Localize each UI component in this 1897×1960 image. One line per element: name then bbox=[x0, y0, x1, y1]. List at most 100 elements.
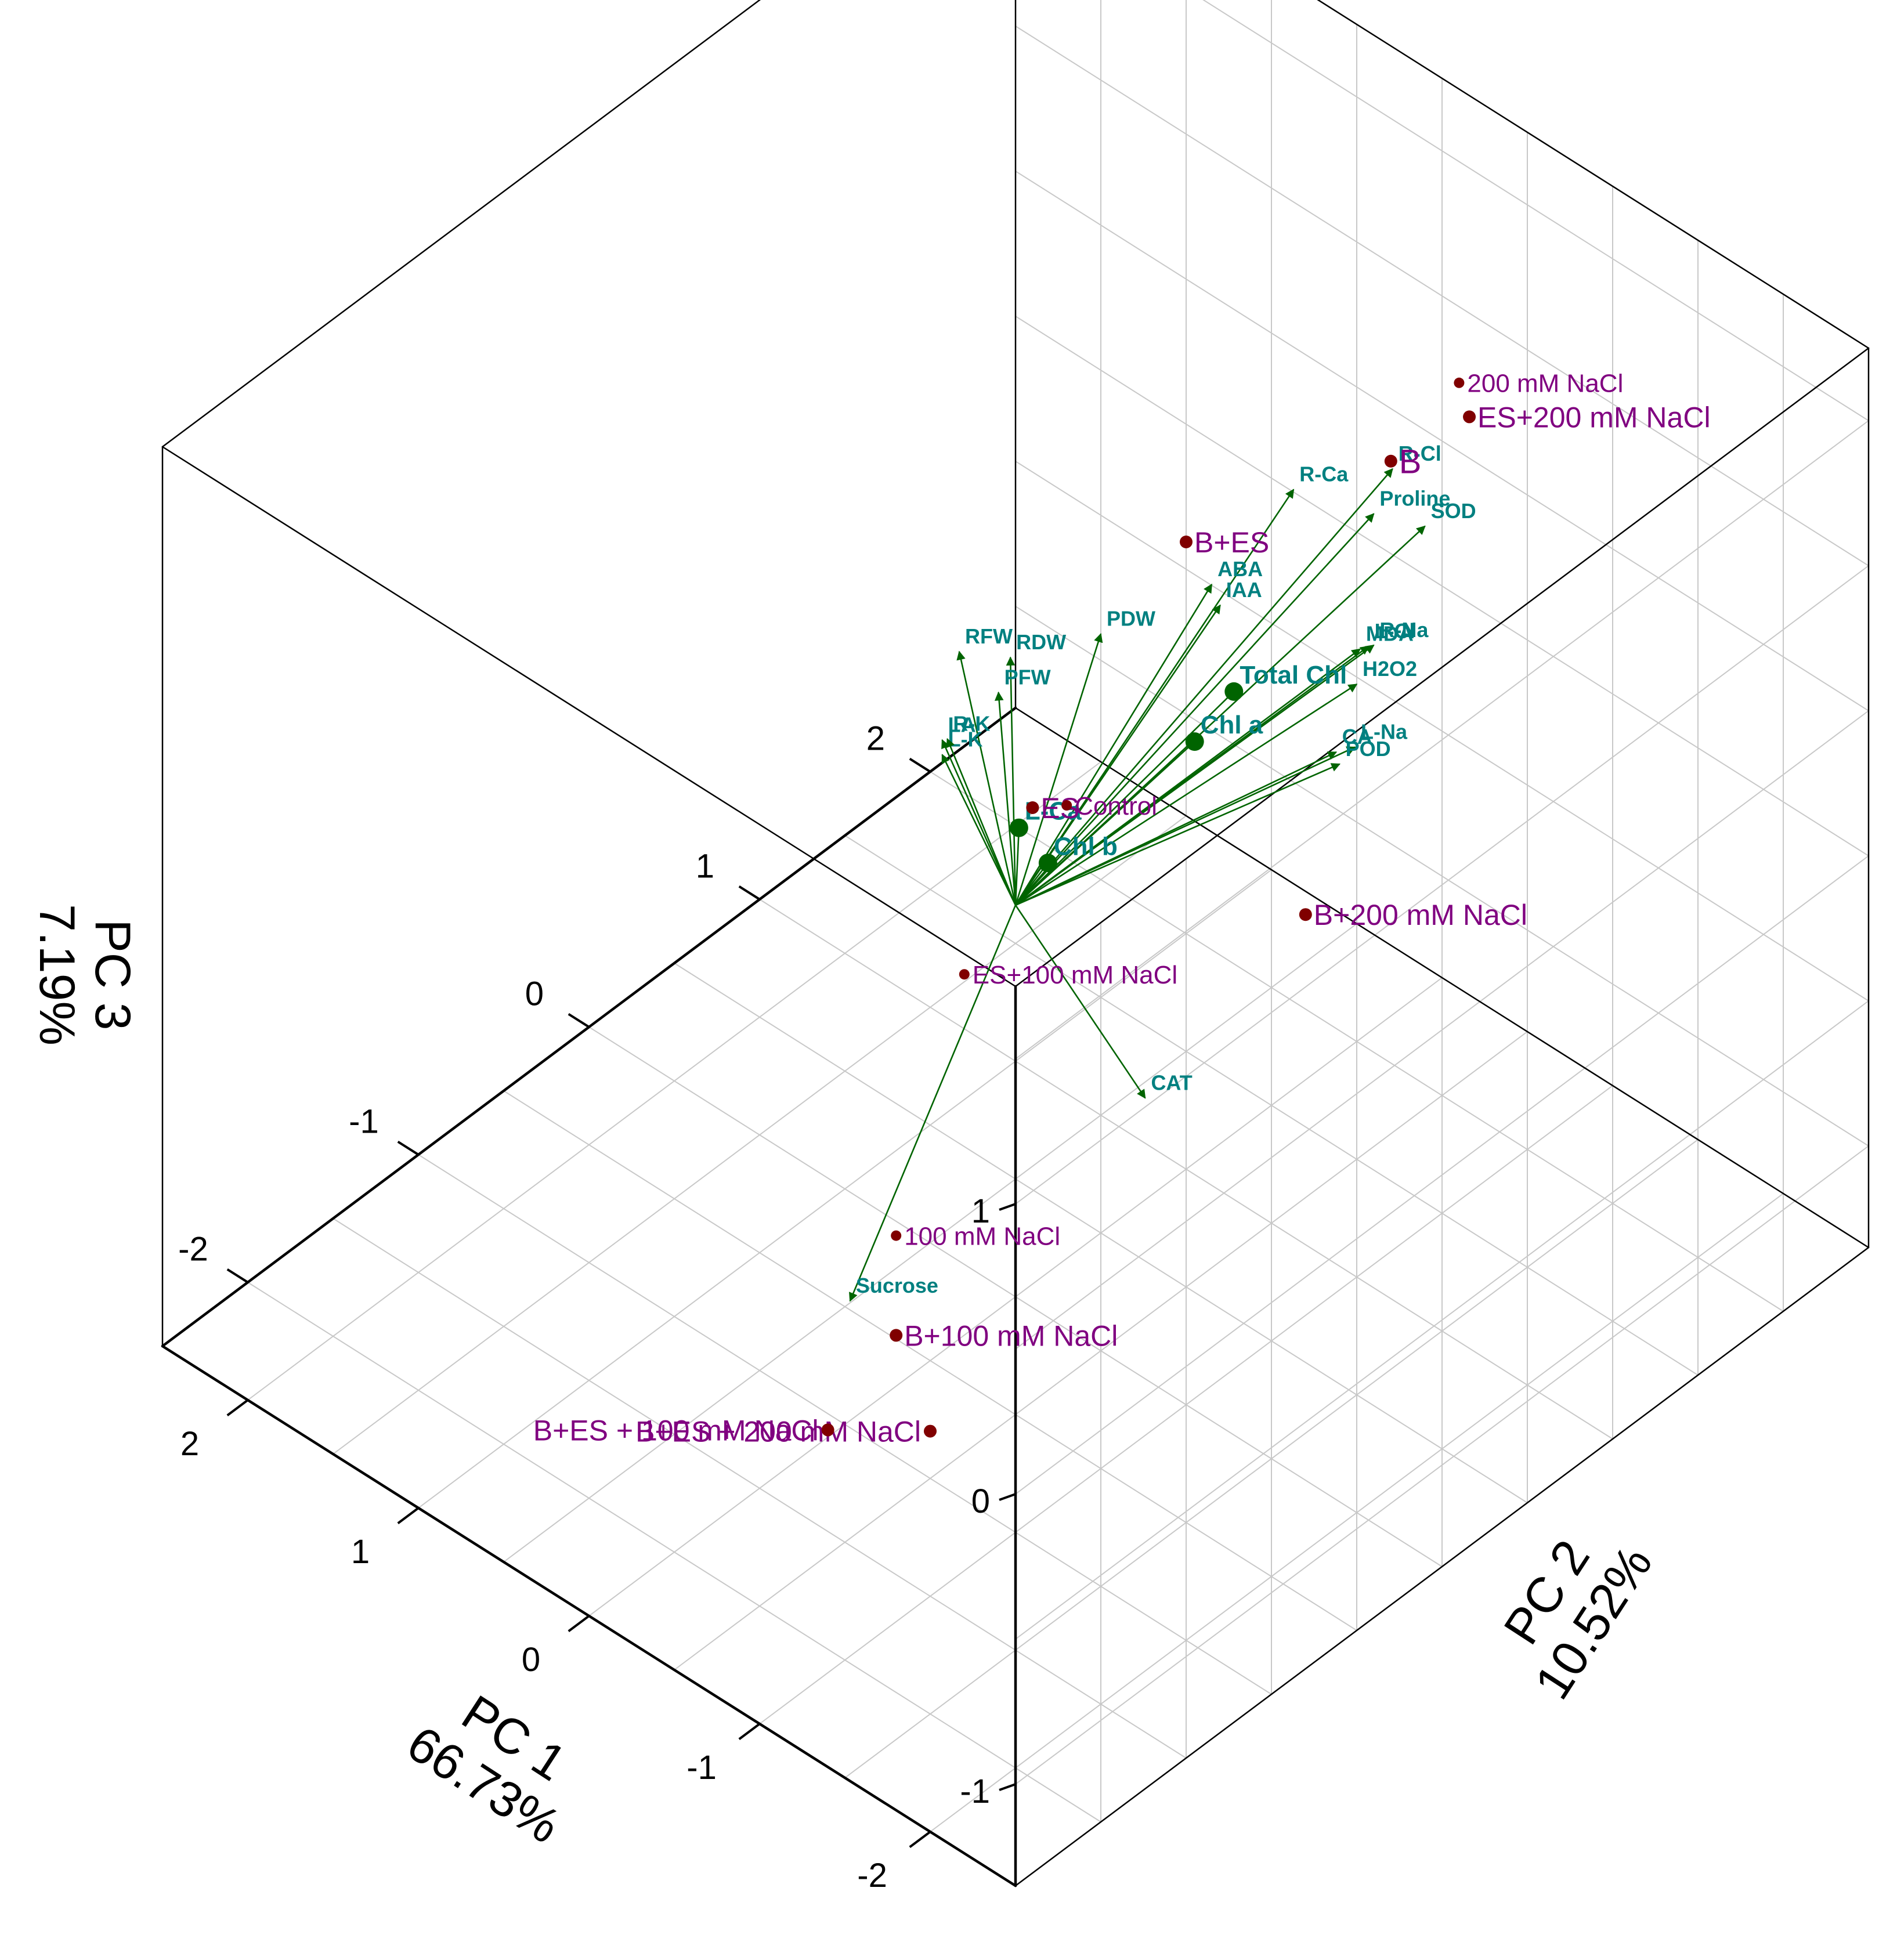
loading-vector bbox=[1014, 489, 1295, 906]
score-point bbox=[1026, 801, 1039, 814]
loading-endpoint bbox=[1185, 732, 1204, 751]
score-label: B+ES + 100 mM NaCl bbox=[533, 1414, 819, 1447]
pc1-tick bbox=[738, 1723, 761, 1741]
floor-gridline-pc1 bbox=[503, 923, 1357, 1563]
loading-vector bbox=[956, 650, 1017, 906]
back-wall-gridline-horizontal bbox=[1015, 565, 1869, 1205]
loading-label: CA bbox=[1342, 725, 1372, 748]
pc3-tick-label: 1 bbox=[971, 1192, 990, 1230]
loading-label: LA bbox=[948, 713, 976, 736]
score-label: B+100 mM NaCl bbox=[904, 1319, 1118, 1352]
score-point bbox=[959, 969, 970, 980]
pc3-axis-title: PC 3 7.19% bbox=[29, 904, 140, 1046]
score-point bbox=[1299, 908, 1312, 921]
loading-vector bbox=[1014, 583, 1213, 906]
loading-vector bbox=[994, 691, 1017, 906]
loading-vector bbox=[849, 905, 1017, 1302]
score-point bbox=[890, 1329, 903, 1342]
box-edge bbox=[161, 0, 761, 448]
pc2-axis-title: PC 2 10.52% bbox=[1493, 1531, 1663, 1709]
pc3-tick bbox=[999, 1783, 1016, 1791]
pc1-tick-label: 2 bbox=[180, 1425, 199, 1463]
loading-vector bbox=[1015, 644, 1375, 906]
pc3-tick-label: 0 bbox=[971, 1482, 990, 1520]
score-label: ES+100 mM NaCl bbox=[973, 961, 1177, 989]
floor-gridline-pc2 bbox=[930, 771, 1784, 1312]
pc2-tick-label: -2 bbox=[178, 1230, 208, 1268]
loading-endpoint bbox=[1038, 854, 1057, 873]
pc2-tick bbox=[568, 1012, 590, 1028]
loading-label: H2O2 bbox=[1363, 657, 1417, 681]
score-label: B+200 mM NaCl bbox=[1314, 899, 1527, 931]
score-label: B+ES + 200 mM NaCl bbox=[635, 1416, 921, 1448]
floor-gridline-pc2 bbox=[674, 963, 1528, 1503]
loading-vector bbox=[946, 737, 1017, 906]
loading-label: PFW bbox=[1004, 665, 1051, 689]
pc1-tick-label: 1 bbox=[351, 1533, 370, 1571]
score-point bbox=[1384, 454, 1397, 468]
side-wall-gridline-horizontal bbox=[1015, 26, 1869, 566]
loading-vector bbox=[1015, 741, 1195, 906]
floor-gridline-pc1 bbox=[247, 761, 1101, 1401]
pc2-tick bbox=[909, 757, 931, 773]
loading-label: IAA bbox=[1226, 578, 1262, 602]
loading-vector bbox=[941, 739, 1017, 906]
pc1-tick bbox=[226, 1399, 249, 1417]
back-wall-gridline-horizontal bbox=[1015, 855, 1869, 1495]
loading-label: L-Cl bbox=[1375, 619, 1415, 643]
score-label: 200 mM NaCl bbox=[1467, 370, 1623, 398]
loading-label: CAT bbox=[1151, 1071, 1192, 1094]
pc3-tick bbox=[999, 1203, 1016, 1211]
score-label: ES bbox=[1040, 792, 1079, 824]
floor-gridline-pc1 bbox=[418, 869, 1272, 1509]
score-point bbox=[1454, 377, 1465, 388]
pc2-tick-label: 0 bbox=[525, 975, 544, 1012]
pc2-tick bbox=[226, 1268, 249, 1283]
box-edge bbox=[161, 446, 1017, 988]
score-point bbox=[1061, 800, 1072, 811]
floor-gridline-pc2 bbox=[759, 899, 1613, 1440]
loading-label: POD bbox=[1346, 737, 1391, 761]
floor-gridline-pc1 bbox=[333, 815, 1187, 1455]
back-wall-gridline-horizontal bbox=[1015, 1145, 1869, 1785]
box-edge bbox=[1014, 707, 1870, 1249]
pc2-tick bbox=[397, 1140, 420, 1156]
loading-vector bbox=[941, 754, 1017, 906]
pc1-axis-title: PC 1 66.73% bbox=[398, 1684, 576, 1854]
pc2-tick-label: -1 bbox=[349, 1102, 379, 1140]
loading-vector bbox=[1015, 648, 1361, 906]
box-edge bbox=[1317, 0, 1870, 349]
loading-label: R-Cl bbox=[1399, 442, 1441, 465]
side-wall-gridline-horizontal bbox=[1202, 0, 1869, 421]
loading-label: Chl a bbox=[1201, 711, 1263, 739]
pc1-tick bbox=[568, 1615, 590, 1633]
loading-vector bbox=[1015, 513, 1375, 906]
back-wall-gridline-horizontal bbox=[1015, 710, 1869, 1350]
pc3-tick bbox=[999, 1493, 1016, 1501]
pc3-name: PC 3 bbox=[85, 919, 140, 1030]
score-point bbox=[891, 1230, 902, 1241]
loading-label: ABA bbox=[1217, 557, 1263, 581]
back-wall-gridline-horizontal bbox=[1015, 1000, 1869, 1640]
score-point bbox=[924, 1424, 937, 1438]
score-point bbox=[821, 1423, 834, 1437]
score-point bbox=[1180, 536, 1193, 548]
loading-label: PDW bbox=[1107, 607, 1155, 631]
floor-gridline-pc2 bbox=[844, 835, 1699, 1376]
loading-label: L-Na bbox=[1361, 720, 1408, 744]
back-wall-gridline-horizontal bbox=[1015, 420, 1869, 1059]
loading-label: RFW bbox=[965, 624, 1013, 648]
loading-label: MDA bbox=[1366, 622, 1414, 646]
loading-label: R-Ca bbox=[1299, 462, 1349, 486]
side-wall-gridline-horizontal bbox=[1015, 316, 1869, 856]
loading-vector bbox=[1006, 656, 1017, 906]
pc3-tick-label: -1 bbox=[960, 1773, 990, 1810]
loading-label: RDW bbox=[1016, 630, 1066, 654]
score-label: 100 mM NaCl bbox=[904, 1222, 1060, 1250]
side-wall-gridline-horizontal bbox=[1015, 171, 1869, 711]
loading-endpoint bbox=[1009, 818, 1028, 837]
loading-vector bbox=[1014, 827, 1020, 906]
pc2-tick-label: 2 bbox=[866, 719, 885, 757]
loading-vector bbox=[1014, 633, 1103, 906]
loading-label: Chl b bbox=[1054, 832, 1118, 860]
